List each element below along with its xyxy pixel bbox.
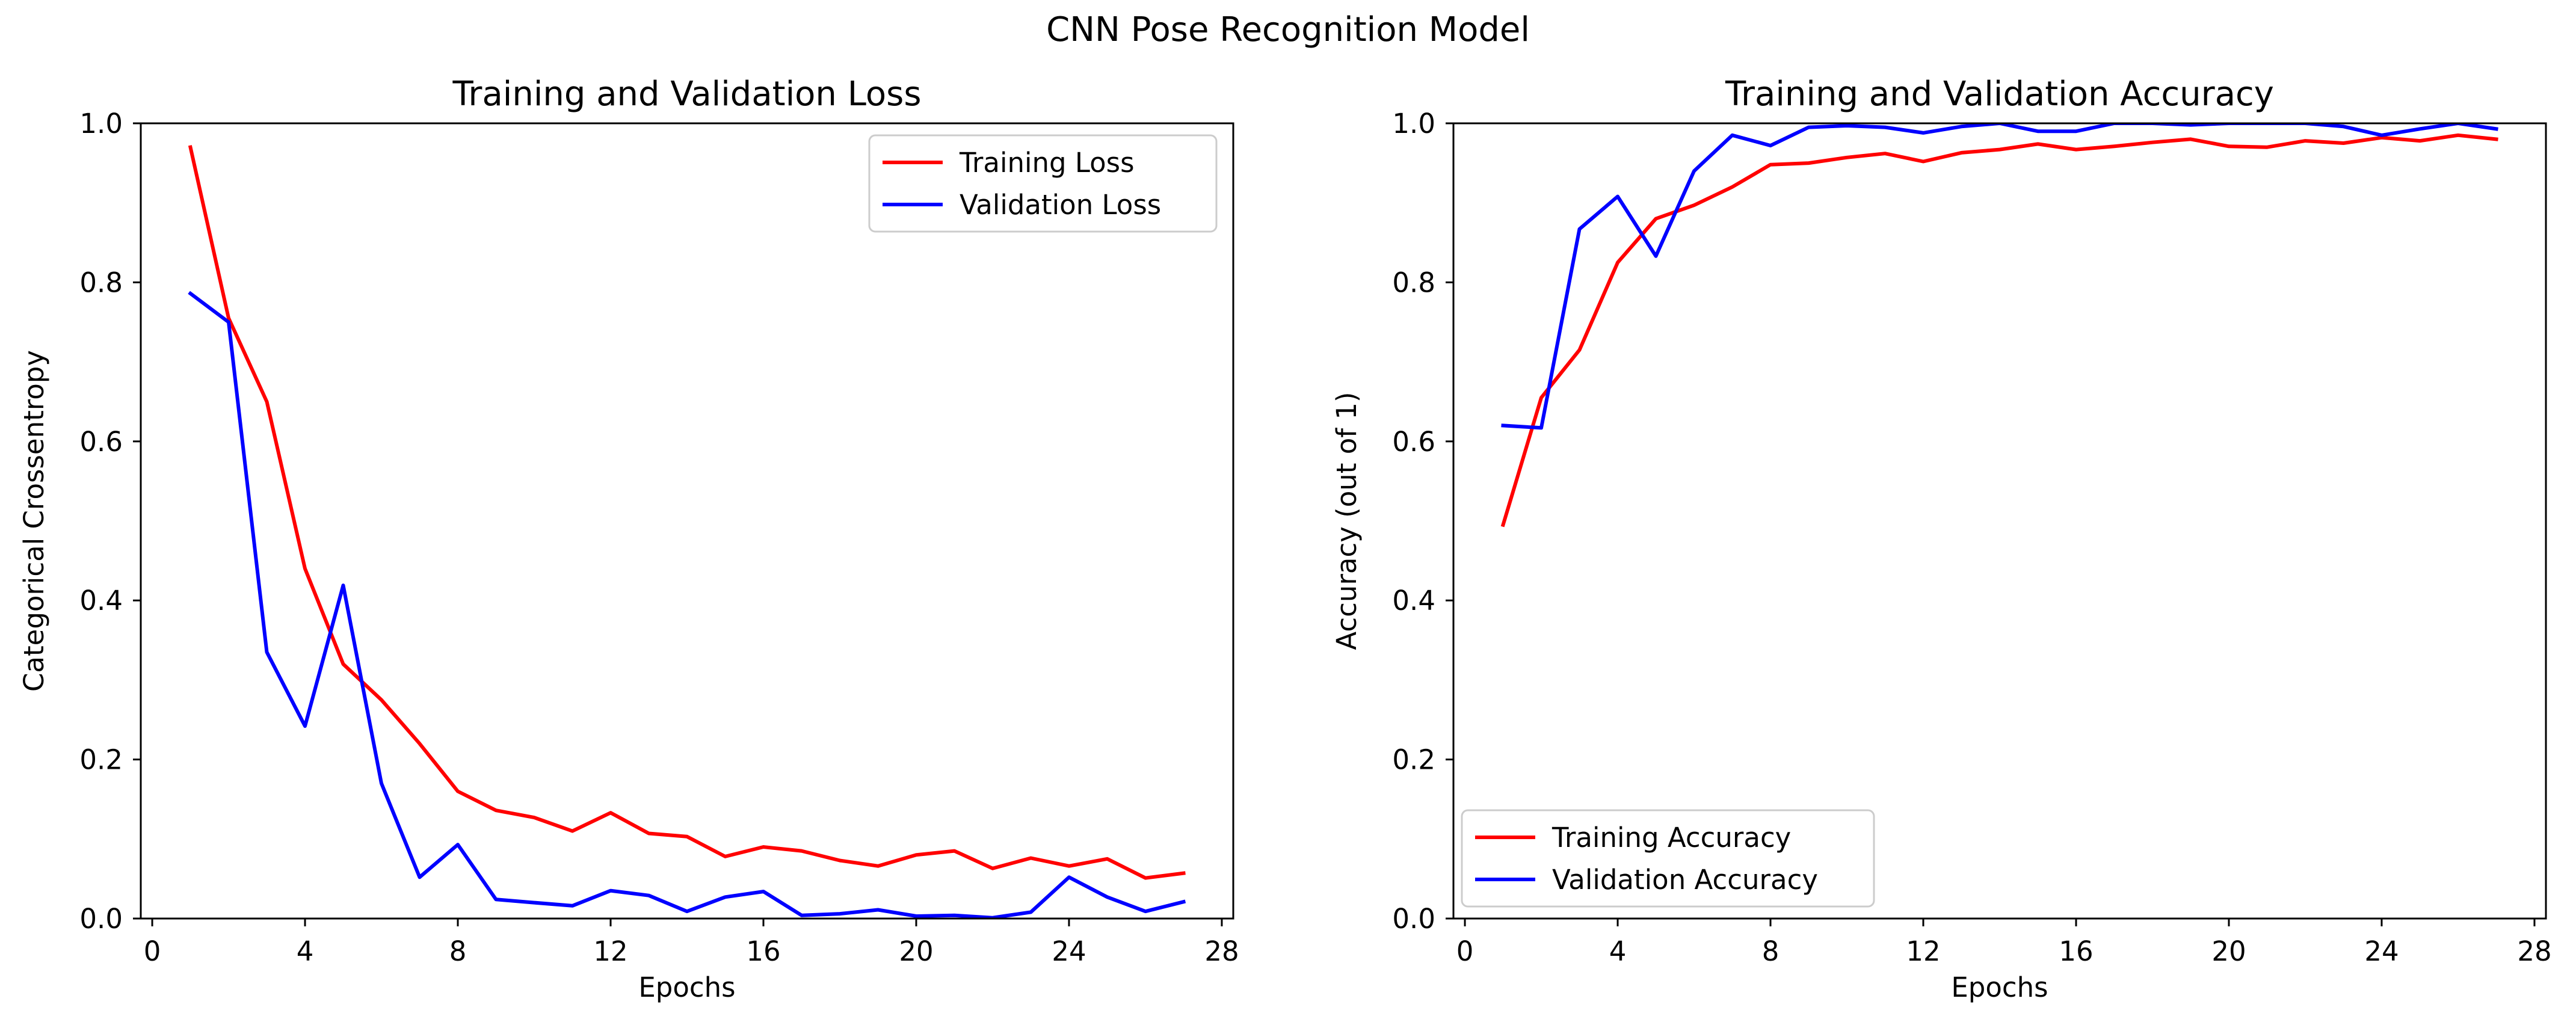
loss-chart-title: Training and Validation Loss <box>452 75 921 114</box>
accuracy-y-axis-label: Accuracy (out of 1) <box>1331 392 1363 650</box>
figure-title: CNN Pose Recognition Model <box>1046 10 1530 49</box>
loss-y-tick-label: 0.8 <box>79 266 123 298</box>
loss-x-tick-label: 0 <box>144 935 161 967</box>
accuracy-x-tick-label: 28 <box>2517 935 2551 967</box>
accuracy-y-tick-label: 0.8 <box>1392 266 1435 298</box>
loss-legend-label: Validation Loss <box>960 189 1161 221</box>
loss-y-tick-label: 0.2 <box>79 744 123 776</box>
loss-y-tick-label: 0.4 <box>79 585 123 617</box>
loss-axes-frame <box>140 122 1234 920</box>
accuracy-legend: Training Accuracy Validation Accuracy <box>1461 809 1875 908</box>
accuracy-legend-label: Training Accuracy <box>1551 822 1791 854</box>
accuracy-y-tick-label: 0.4 <box>1392 585 1435 617</box>
accuracy-x-tick-label: 20 <box>2211 935 2246 967</box>
accuracy-y-tick-label: 0.0 <box>1392 903 1435 935</box>
loss-x-tick-label: 24 <box>1052 935 1086 967</box>
loss-x-tick-label: 12 <box>593 935 627 967</box>
loss-chart: Training and Validation Loss 0 4 8 12 16 20 24 2… <box>18 75 1239 1003</box>
loss-legend-box <box>868 134 1218 233</box>
loss-x-tick-label: 20 <box>899 935 933 967</box>
loss-y-tick-label: 1.0 <box>79 108 123 140</box>
accuracy-x-tick-label: 0 <box>1456 935 1474 967</box>
accuracy-x-tick-label: 16 <box>2059 935 2093 967</box>
accuracy-chart-title: Training and Validation Accuracy <box>1725 75 2274 114</box>
accuracy-legend-box <box>1461 809 1875 908</box>
accuracy-axes-frame <box>1452 122 2547 920</box>
loss-series-training-loss <box>188 145 1186 880</box>
loss-y-tick-label: 0.0 <box>79 903 123 935</box>
accuracy-legend-label: Validation Accuracy <box>1552 864 1818 896</box>
loss-legend-label: Training Loss <box>959 147 1135 179</box>
accuracy-x-tick-label: 4 <box>1609 935 1627 967</box>
loss-legend: Training Loss Validation Loss <box>868 134 1218 233</box>
accuracy-x-axis-label: Epochs <box>1951 971 2048 1003</box>
accuracy-x-tick-label: 24 <box>2364 935 2399 967</box>
loss-y-axis-label: Categorical Crossentropy <box>18 350 50 692</box>
loss-x-axis-label: Epochs <box>638 971 735 1003</box>
loss-series-validation-loss <box>188 291 1186 919</box>
accuracy-x-tick-label: 12 <box>1906 935 1940 967</box>
accuracy-chart: Training and Validation Accuracy 0 4 8 12 16 2… <box>1331 75 2552 1003</box>
loss-x-tick-label: 16 <box>746 935 780 967</box>
accuracy-series-training-accuracy <box>1500 133 2498 528</box>
loss-x-tick-label: 4 <box>297 935 314 967</box>
accuracy-series-validation-accuracy <box>1501 123 2498 430</box>
accuracy-y-tick-label: 0.6 <box>1392 426 1435 458</box>
accuracy-y-tick-label: 0.2 <box>1392 744 1435 776</box>
loss-y-tick-label: 0.6 <box>79 426 123 458</box>
accuracy-y-tick-label: 1.0 <box>1392 108 1435 140</box>
loss-x-tick-label: 8 <box>449 935 467 967</box>
loss-x-tick-label: 28 <box>1204 935 1239 967</box>
accuracy-x-tick-label: 8 <box>1762 935 1779 967</box>
